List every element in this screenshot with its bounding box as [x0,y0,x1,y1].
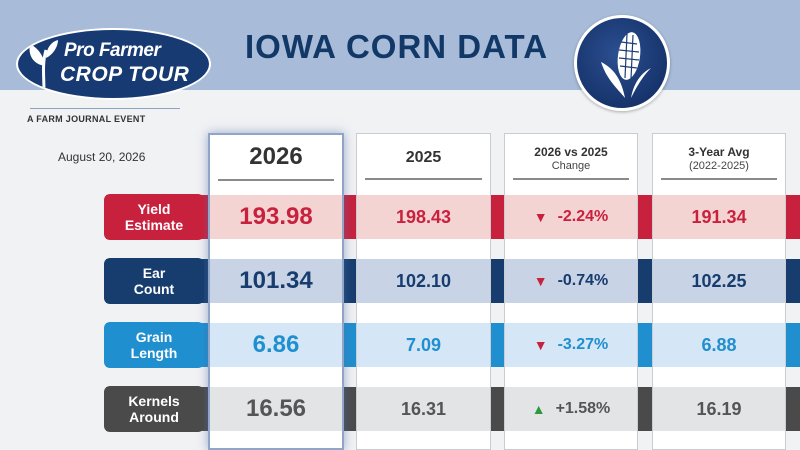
column-subheader-avg: (2022-2025) [689,159,749,172]
corn-badge [574,15,670,111]
value-2026-grain: 6.86 [210,323,342,367]
row-label-line1: Ear [142,265,166,281]
value-2026-kernels: 16.56 [210,387,342,431]
value-avg-grain: 6.88 [653,323,785,367]
row-label-line1: Kernels [128,393,180,409]
row-label-ear: Ear Count [104,258,204,304]
column-header-2026: 2026 [249,143,303,170]
value-2025-grain: 7.09 [357,323,490,367]
value-avg-yield: 191.34 [653,195,785,239]
column-divider [365,178,482,180]
pro-farmer-logo: Pro Farmer CROP TOUR [16,28,211,100]
change-text: +1.58% [555,400,611,417]
column-divider [661,178,777,180]
value-change-kernels: ▲ +1.58% [505,387,637,431]
change-text: -3.27% [557,336,609,353]
down-triangle-icon: ▼ [533,209,548,225]
value-2025-ear: 102.10 [357,259,490,303]
logo-line-1: Pro Farmer [64,40,161,61]
value-2026-ear: 101.34 [210,259,342,303]
page-title: IOWA CORN DATA [245,28,549,65]
row-label-line2: Around [129,409,179,425]
down-triangle-icon: ▼ [533,337,548,353]
column-header-2025: 2025 [405,149,442,166]
change-text: -2.24% [557,208,609,225]
row-label-line2: Count [133,281,175,297]
row-label-yield: Yield Estimate [104,194,204,240]
row-label-grain: Grain Length [104,322,204,368]
value-avg-ear: 102.25 [653,259,785,303]
up-triangle-icon: ▲ [531,401,546,417]
row-label-kernels: Kernels Around [104,386,204,432]
row-label-line2: Length [130,345,178,361]
change-text: -0.74% [557,272,609,289]
logo-divider [30,108,180,109]
leaf-icon [29,40,58,93]
logo-tagline: A FARM JOURNAL EVENT [27,114,146,124]
column-header-avg: 3-Year Avg [688,144,750,159]
column-divider [513,178,629,180]
column-header-change: 2026 vs 2025 [534,144,608,159]
column-subheader-change: Change [551,159,591,172]
value-2025-kernels: 16.31 [357,387,490,431]
row-label-line2: Estimate [124,217,184,233]
logo-line-2: CROP TOUR [60,63,190,86]
value-2025-yield: 198.43 [357,195,490,239]
value-change-grain: ▼ -3.27% [505,323,637,367]
value-change-yield: ▼ -2.24% [505,195,637,239]
row-label-line1: Yield [137,201,171,217]
value-2026-yield: 193.98 [210,195,342,239]
down-triangle-icon: ▼ [533,273,548,289]
column-divider [218,179,334,181]
row-label-line1: Grain [135,329,173,345]
corn-icon [601,32,651,98]
value-change-ear: ▼ -0.74% [505,259,637,303]
value-avg-kernels: 16.19 [653,387,785,431]
report-date: August 20, 2026 [58,150,146,164]
